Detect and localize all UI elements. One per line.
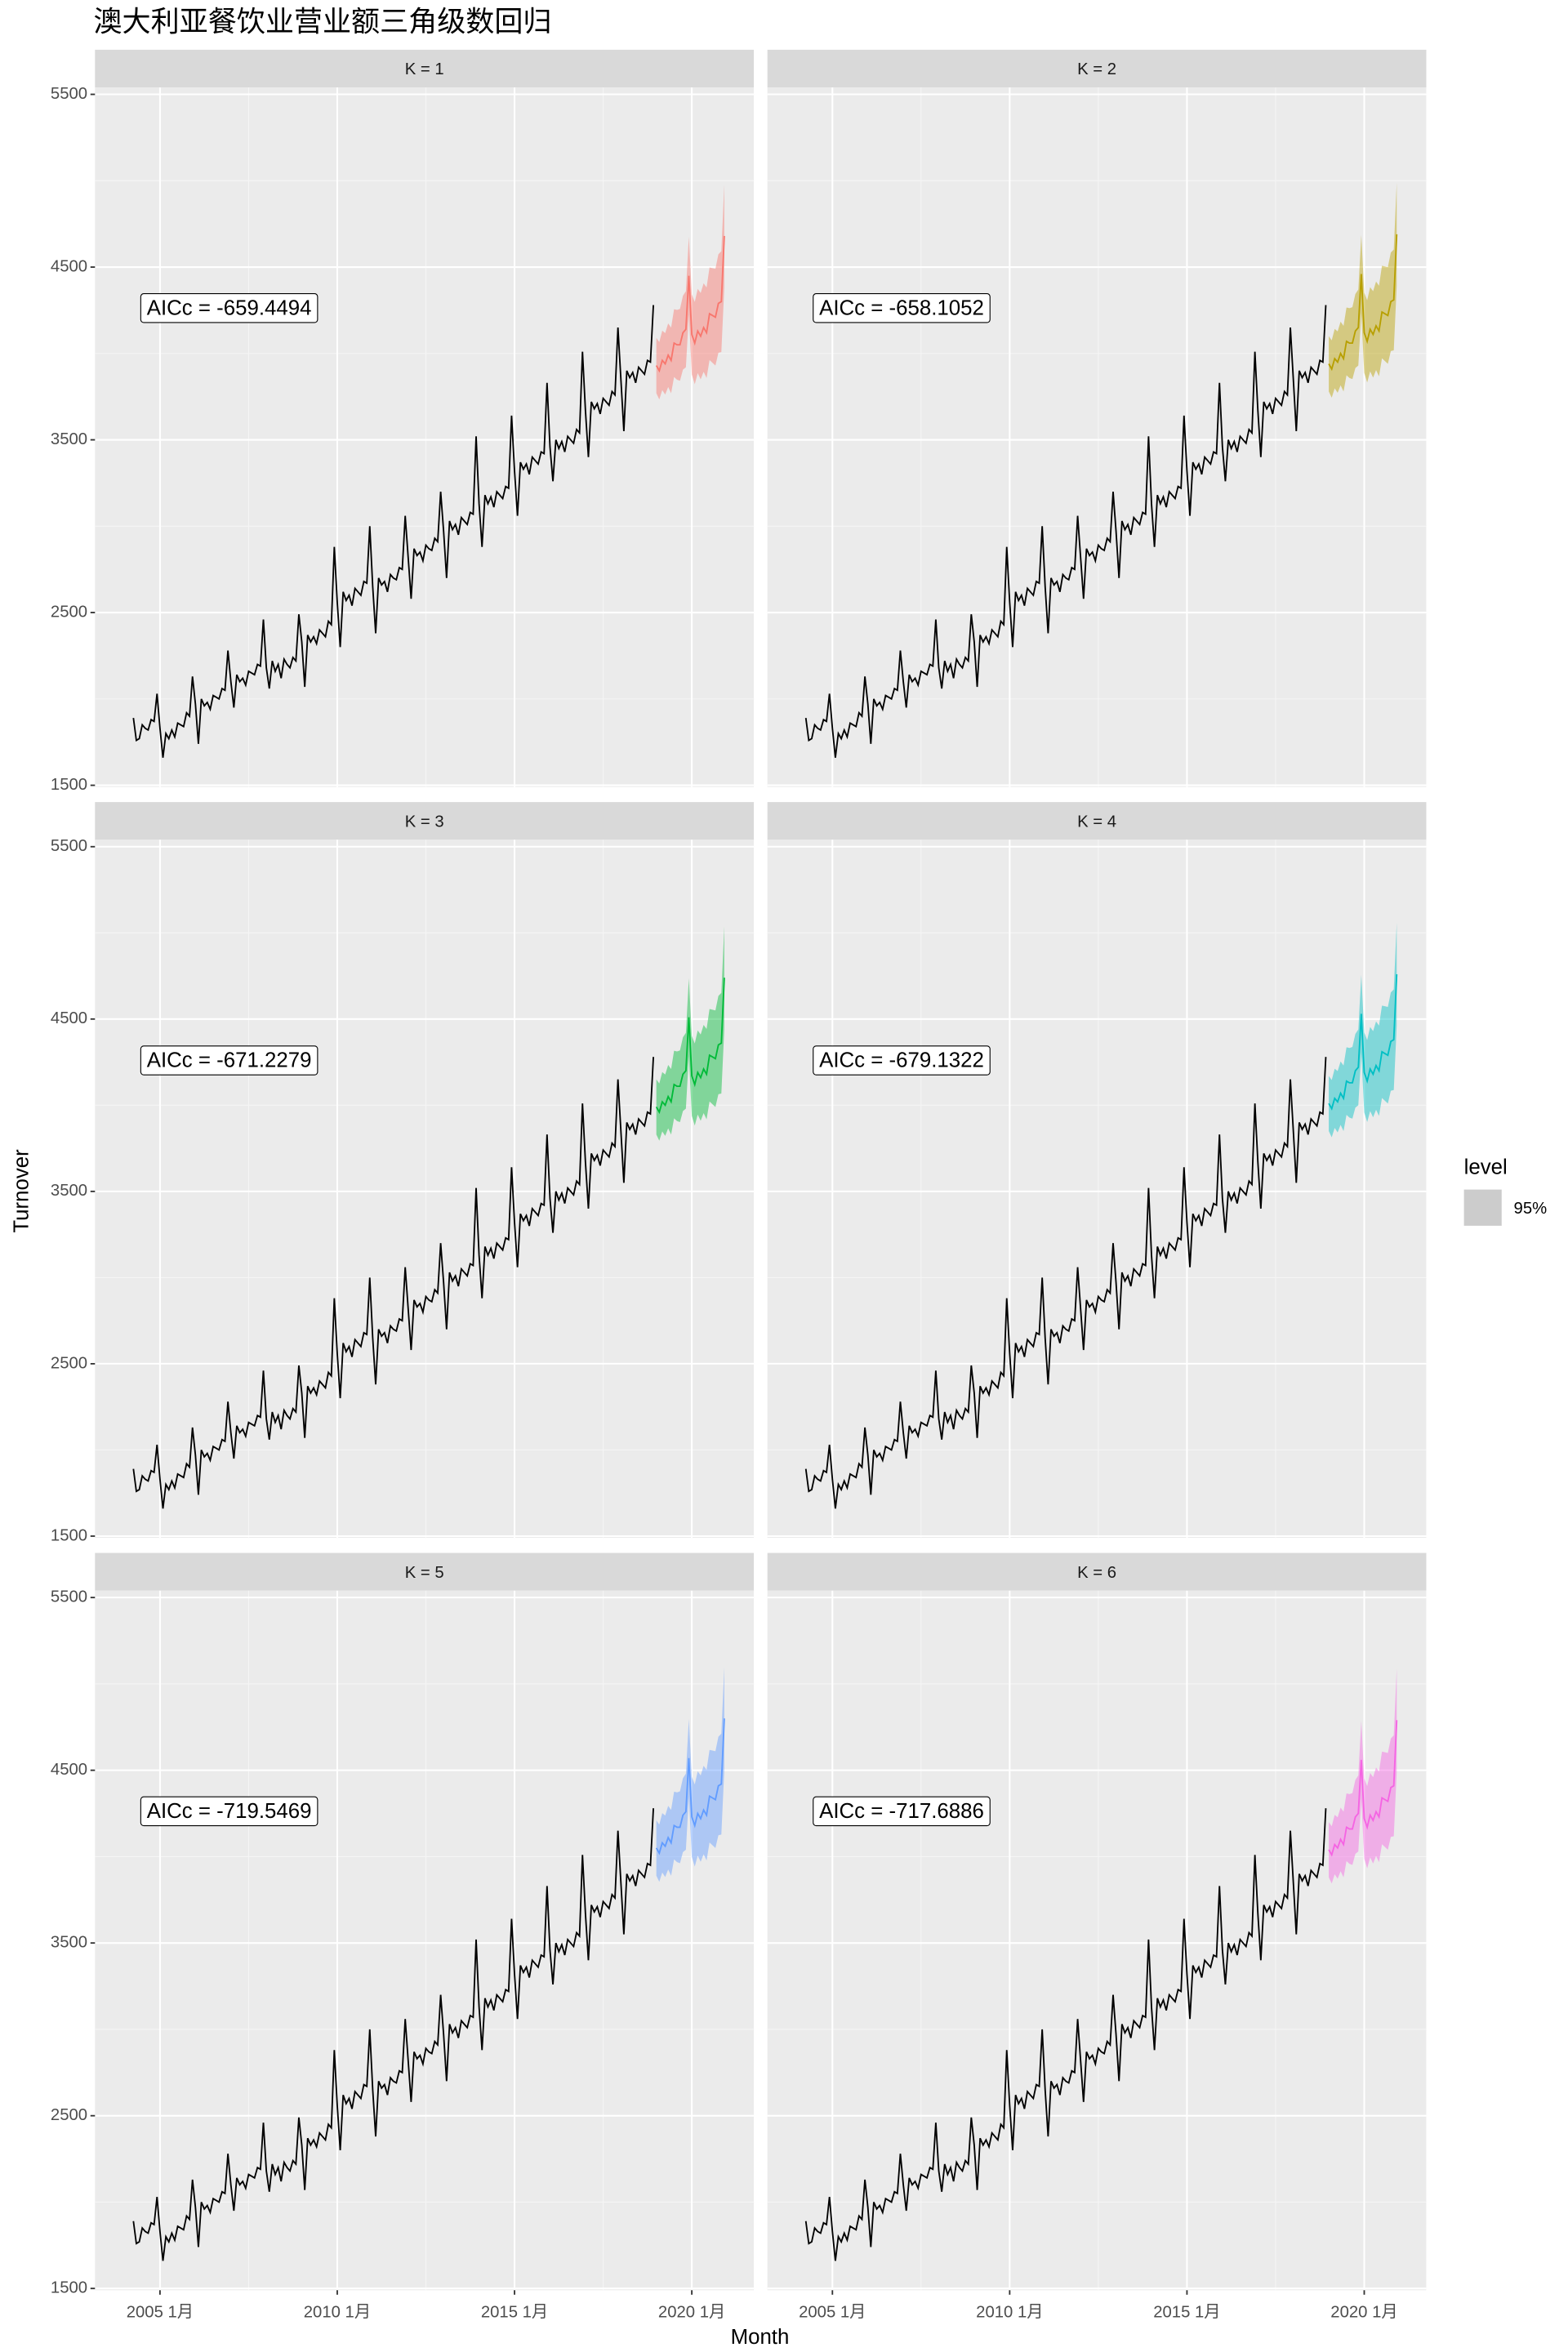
facet-label: K = 5 [405, 1564, 444, 1582]
x-tick-label: 2020 1月 [1330, 2303, 1397, 2321]
y-tick-label: 4500 [51, 1761, 87, 1779]
x-tick-label: 2015 1月 [1153, 2303, 1220, 2321]
y-tick-label: 1500 [51, 2279, 87, 2297]
facet-strip [767, 802, 1427, 840]
history-line [804, 1808, 1327, 2261]
forecast-line [1328, 973, 1398, 1111]
forecast-line [1328, 234, 1398, 372]
y-tick-label: 1500 [51, 1526, 87, 1544]
facet-label: K = 6 [1077, 1564, 1116, 1582]
history-line [804, 305, 1327, 758]
facet-label: K = 3 [405, 813, 444, 831]
annotation-box [813, 1045, 991, 1076]
annotation: AICc = -719.5469 [147, 1800, 312, 1823]
history-line [132, 1808, 654, 2261]
x-tick-label: 2015 1月 [481, 2303, 548, 2321]
annotation-box [813, 293, 991, 323]
annotation-box [140, 293, 318, 323]
annotation: AICc = -659.4494 [147, 296, 312, 319]
forecast-line [655, 978, 725, 1115]
panel-background [95, 1590, 755, 2291]
y-axis-title: Turnover [11, 1149, 33, 1233]
x-axis-title: Month [731, 2326, 790, 2349]
facet-strip [95, 49, 755, 88]
forecast-line [1328, 1720, 1398, 1857]
x-tick-label: 2010 1月 [976, 2303, 1043, 2321]
annotation-box [140, 1796, 318, 1827]
y-tick-label: 2500 [51, 2106, 87, 2124]
y-tick-label: 1500 [51, 776, 87, 794]
legend-key [1463, 1189, 1502, 1226]
y-tick-label: 5500 [51, 837, 87, 855]
chart-title: 澳大利亚餐饮业营业额三角级数回归 [93, 6, 551, 39]
panel-background [95, 840, 755, 1539]
annotation: AICc = -717.6886 [819, 1800, 984, 1823]
y-tick-label: 5500 [51, 85, 87, 103]
annotation-box [140, 1045, 318, 1076]
forecast-line [655, 235, 725, 373]
x-tick-label: 2005 1月 [127, 2303, 194, 2321]
panel-background [767, 840, 1427, 1539]
y-tick-label: 3500 [51, 1934, 87, 1952]
facet-label: K = 2 [1077, 60, 1116, 78]
facet-strip [95, 802, 755, 840]
y-tick-label: 2500 [51, 603, 87, 621]
history-line [132, 305, 654, 758]
panel-background [767, 87, 1427, 787]
facet-strip [95, 1552, 755, 1591]
annotation-box [813, 1796, 991, 1827]
annotation: AICc = -679.1322 [819, 1049, 984, 1072]
panel-background [95, 87, 755, 787]
x-tick-label: 2010 1月 [304, 2303, 371, 2321]
history-line [132, 1057, 654, 1509]
annotation: AICc = -658.1052 [819, 296, 984, 319]
y-tick-label: 3500 [51, 430, 87, 448]
x-tick-label: 2005 1月 [799, 2303, 866, 2321]
annotation: AICc = -671.2279 [147, 1049, 312, 1072]
y-tick-label: 4500 [51, 1009, 87, 1027]
y-tick-label: 5500 [51, 1588, 87, 1606]
history-line [804, 1057, 1327, 1509]
y-tick-label: 4500 [51, 257, 87, 275]
y-tick-label: 2500 [51, 1354, 87, 1372]
facet-strip [767, 1552, 1427, 1591]
x-tick-label: 2020 1月 [658, 2303, 725, 2321]
legend-label: 95% [1514, 1200, 1548, 1218]
facet-strip [767, 49, 1427, 88]
facet-label: K = 1 [405, 60, 444, 78]
legend-title: level [1464, 1156, 1508, 1179]
y-tick-label: 3500 [51, 1182, 87, 1200]
panel-background [767, 1590, 1427, 2291]
facet-label: K = 4 [1077, 813, 1116, 831]
forecast-line [655, 1718, 725, 1855]
